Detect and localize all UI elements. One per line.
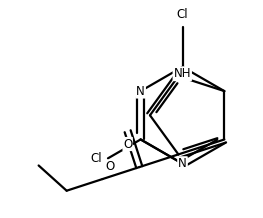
Text: Cl: Cl	[177, 9, 188, 22]
Text: O: O	[123, 138, 132, 150]
Text: Cl: Cl	[90, 152, 102, 165]
Text: O: O	[105, 160, 114, 173]
Text: N: N	[136, 85, 145, 98]
Text: NH: NH	[174, 67, 191, 80]
Text: N: N	[178, 157, 187, 170]
